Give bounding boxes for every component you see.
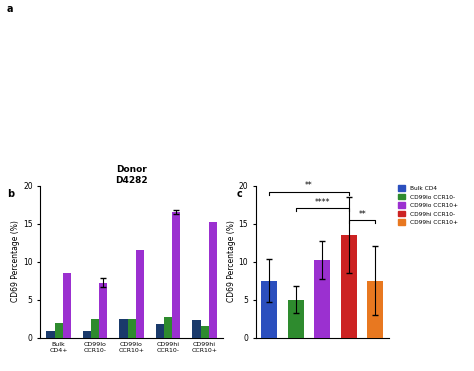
- Bar: [164, 317, 172, 338]
- Bar: [128, 319, 136, 338]
- Bar: [119, 319, 128, 338]
- Bar: [261, 280, 277, 338]
- Bar: [341, 235, 357, 338]
- Bar: [201, 326, 209, 338]
- Bar: [136, 250, 144, 338]
- Bar: [91, 319, 99, 338]
- Y-axis label: CD69 Percentage (%): CD69 Percentage (%): [11, 221, 20, 302]
- Y-axis label: CD69 Percentage (%): CD69 Percentage (%): [227, 221, 236, 302]
- Text: **: **: [305, 181, 313, 190]
- Bar: [314, 260, 330, 338]
- Text: **: **: [358, 210, 366, 219]
- Bar: [288, 300, 304, 338]
- Bar: [172, 212, 180, 338]
- Bar: [46, 331, 55, 338]
- Text: ****: ****: [315, 198, 330, 207]
- Legend: Bulk CD4, CD99lo CCR10-, CD99lo CCR10+, CD99hi CCR10-, CD99hi CCR10+: Bulk CD4, CD99lo CCR10-, CD99lo CCR10+, …: [398, 186, 458, 225]
- Text: b: b: [7, 189, 14, 199]
- Text: a: a: [7, 4, 14, 14]
- Bar: [192, 320, 201, 338]
- Bar: [99, 283, 107, 338]
- Bar: [367, 280, 383, 338]
- Bar: [63, 273, 71, 338]
- Bar: [156, 324, 164, 338]
- Title: Donor
D4282: Donor D4282: [115, 165, 148, 185]
- Bar: [209, 222, 217, 338]
- Bar: [83, 331, 91, 338]
- Text: c: c: [237, 189, 243, 199]
- Bar: [55, 323, 63, 338]
